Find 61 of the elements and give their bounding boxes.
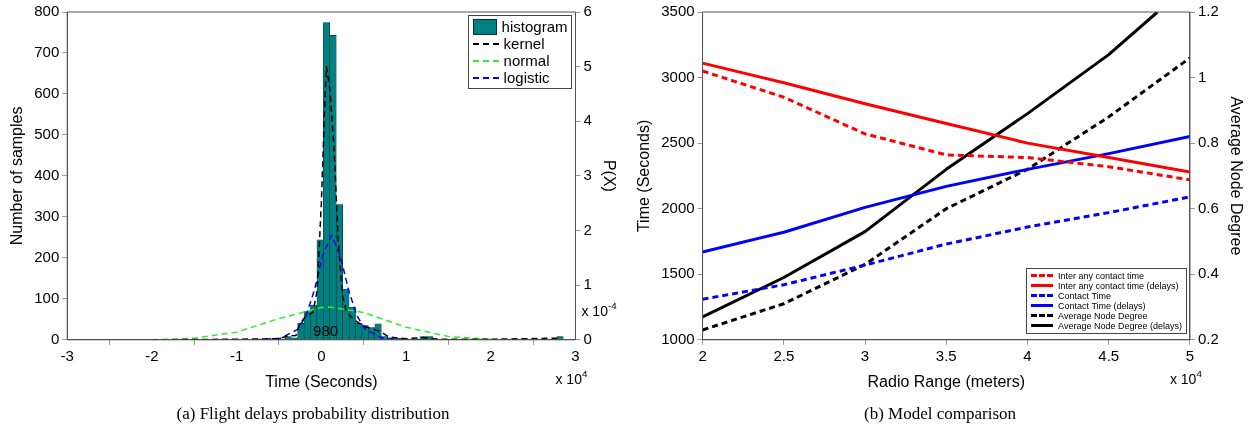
- x-tick-label: 0: [317, 346, 326, 364]
- legend-label: Inter any contact time (delays): [1058, 280, 1179, 291]
- x-tick-label: -3: [60, 346, 74, 364]
- y2-tick-label: 1: [1197, 67, 1207, 85]
- text: (b) Model comparison: [863, 404, 1017, 424]
- y2-tick-label: 5: [583, 56, 592, 74]
- y-tick-label: 3500: [661, 2, 695, 20]
- legend-label: Contact Time: [1058, 290, 1112, 301]
- y-tick-label: 300: [34, 207, 60, 225]
- y2-tick-label: 0.8: [1197, 133, 1219, 151]
- y2-tick-label: 0.2: [1197, 329, 1219, 347]
- y-tick-label: 800: [34, 2, 60, 20]
- x-tick-label: 3: [571, 346, 580, 364]
- text: (a) Flight delays probability distribution: [175, 404, 451, 424]
- y2-tick-label: 6: [583, 2, 592, 20]
- y-tick-label: 500: [34, 125, 60, 143]
- x-tick-label: 2: [698, 346, 707, 364]
- y2-tick-label: 0.4: [1197, 264, 1219, 282]
- y-axis-title: Time (Seconds): [635, 119, 653, 233]
- y-tick-label: 1500: [661, 264, 695, 282]
- x-tick-label: 1: [401, 346, 411, 364]
- y-tick-label: 600: [34, 84, 60, 102]
- x-tick-label: -1: [229, 346, 244, 364]
- legend-label: normal: [503, 52, 550, 69]
- x-tick-label: 2: [486, 346, 495, 364]
- y2-tick-label: 4: [583, 111, 592, 129]
- y-tick-label: 200: [34, 247, 60, 265]
- legend-label: histogram: [501, 18, 568, 35]
- y2-tick-label: 2: [583, 220, 592, 238]
- x-tick-label: 5: [1185, 346, 1195, 364]
- y2-tick-label: 1: [583, 275, 592, 293]
- y2-axis-title: P(X): [600, 159, 618, 192]
- legend-label: Average Node Degree (delays): [1058, 320, 1182, 331]
- y-tick-label: 2000: [661, 198, 695, 216]
- y2-tick-label: 0.6: [1197, 198, 1219, 216]
- x-tick-label: 3: [860, 346, 870, 364]
- y-tick-label: 2500: [661, 133, 695, 151]
- y2-tick-label: 1.2: [1197, 2, 1219, 20]
- x-axis-title: Radio Range (meters): [867, 372, 1025, 390]
- y2-axis-title: Average Node Degree: [1227, 96, 1245, 256]
- y-tick-label: 400: [34, 166, 60, 184]
- y-tick-label: 3000: [661, 67, 695, 85]
- legend-label: Average Node Degree: [1058, 310, 1148, 321]
- legend-label: logistic: [503, 69, 550, 86]
- x-tick-label: 3.5: [935, 346, 957, 364]
- annotation: 980: [313, 321, 339, 339]
- y-tick-label: 1000: [661, 329, 695, 347]
- legend-label: Contact Time (delays): [1058, 300, 1146, 311]
- y-axis-title: Number of samples: [8, 106, 26, 246]
- x-tick-label: 4.5: [1098, 346, 1120, 364]
- x-axis-title: Time (Seconds): [265, 372, 378, 390]
- legend-label: kernel: [503, 35, 545, 52]
- x-tick-label: 4: [1023, 346, 1032, 364]
- legend-label: Inter any contact time: [1058, 270, 1145, 281]
- y-tick-label: 700: [34, 43, 60, 61]
- y2-tick-label: 0: [583, 329, 592, 347]
- x-tick-label: 2.5: [773, 346, 795, 364]
- y2-tick-label: 3: [583, 166, 592, 184]
- x-tick-label: -2: [145, 346, 159, 364]
- y-tick-label: 0: [50, 329, 60, 347]
- y-tick-label: 100: [34, 288, 60, 306]
